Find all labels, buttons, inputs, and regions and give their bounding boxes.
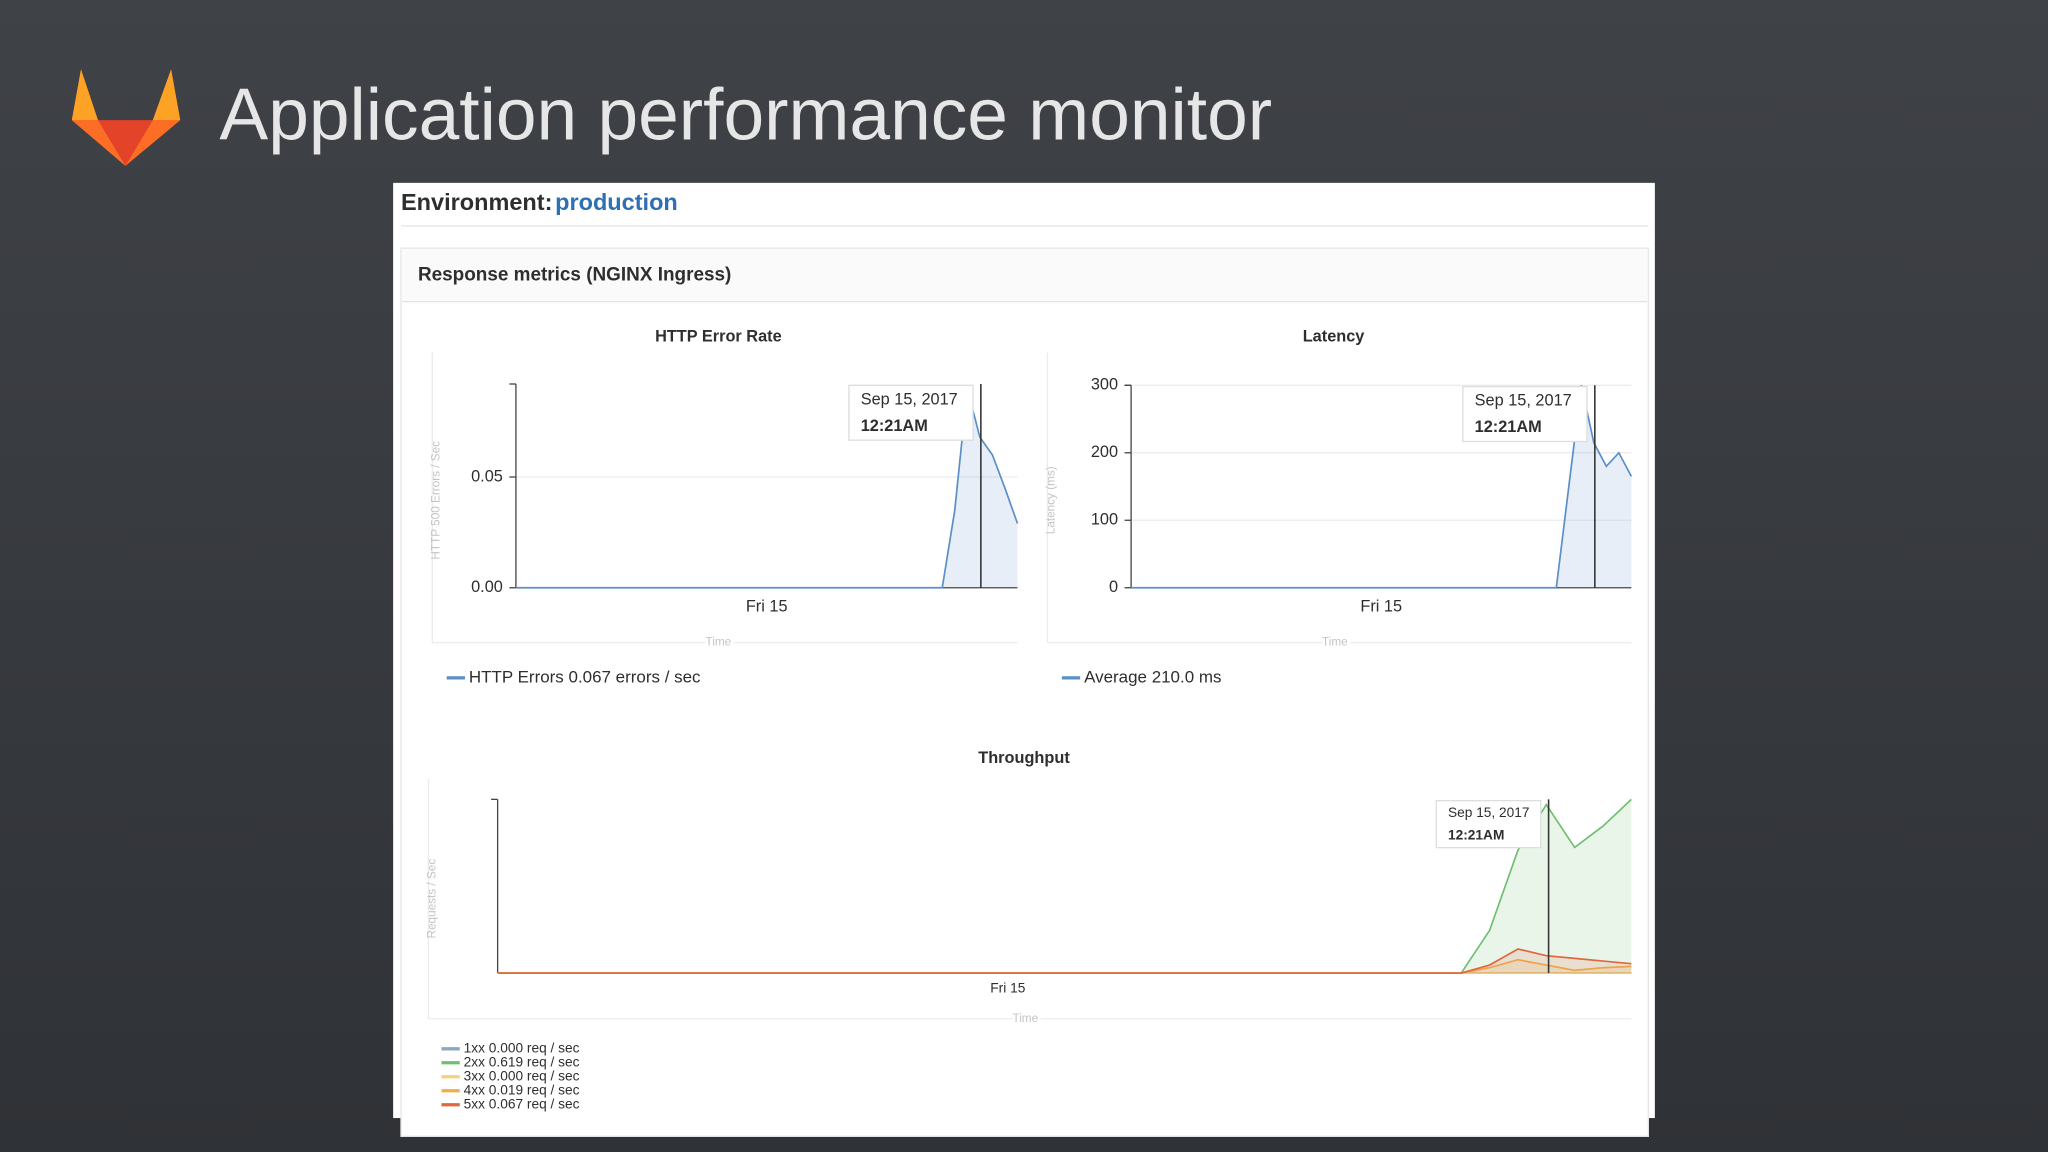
metrics-card: [400, 247, 1649, 1137]
legend-label: 2xx 0.619 req / sec: [464, 1054, 580, 1069]
card-title: Response metrics (NGINX Ingress): [418, 265, 731, 286]
y-axis-label: Latency (ms): [1045, 466, 1058, 534]
x-tick-label: Fri 15: [746, 598, 788, 616]
tooltip: [848, 384, 974, 441]
line: [497, 948, 1632, 974]
x-axis-label: Time: [1012, 1012, 1038, 1025]
y-tick-label: 200: [1091, 443, 1118, 461]
y-tick-label: 0.05: [471, 467, 503, 485]
tooltip-date: Sep 15, 2017: [1475, 392, 1572, 410]
tooltip-time: 12:21AM: [1448, 828, 1504, 843]
environment-label: Environment:: [401, 189, 552, 215]
tooltip: [1435, 800, 1542, 849]
legend-label: 5xx 0.067 req / sec: [464, 1096, 580, 1111]
area: [497, 799, 1632, 974]
y-tick-label: 0.00: [471, 578, 503, 596]
environment-link[interactable]: production: [555, 189, 678, 215]
y-axis-label: Requests / Sec: [425, 859, 438, 939]
y-axis-label: HTTP 500 Errors / Sec: [429, 441, 442, 560]
legend-label: Average 210.0 ms: [1084, 667, 1221, 686]
charts: HTTP Error Rate Time HTTP 500 Errors / Sec…: [425, 327, 1633, 1111]
legend-label: 4xx 0.019 req / sec: [464, 1082, 580, 1097]
chart-title: Throughput: [978, 749, 1070, 767]
area: [497, 959, 1632, 974]
legend-label: 1xx 0.000 req / sec: [464, 1040, 580, 1055]
slide-title: Application performance monitor: [219, 74, 1272, 155]
legend-label: HTTP Errors 0.067 errors / sec: [469, 667, 701, 686]
x-tick-label: Fri 15: [990, 980, 1025, 995]
area: [497, 949, 1632, 974]
y-tick-label: 300: [1091, 376, 1118, 394]
tooltip-time: 12:21AM: [861, 417, 928, 435]
y-tick-label: 0: [1109, 578, 1118, 596]
line: [1131, 385, 1633, 589]
x-tick-label: Fri 15: [1360, 598, 1402, 616]
legend-label: 3xx 0.000 req / sec: [464, 1068, 580, 1083]
x-axis-label: Time: [706, 636, 732, 649]
tooltip-date: Sep 15, 2017: [861, 390, 958, 408]
tooltip: [1462, 385, 1588, 443]
tooltip-time: 12:21AM: [1475, 418, 1542, 436]
line: [515, 388, 1019, 589]
card-header: [402, 249, 1648, 302]
y-tick-label: 100: [1091, 511, 1118, 529]
x-axis-label: Time: [1322, 636, 1348, 649]
chart-title: Latency: [1303, 327, 1365, 345]
chart-title: HTTP Error Rate: [655, 327, 782, 345]
tooltip-date: Sep 15, 2017: [1448, 805, 1530, 820]
